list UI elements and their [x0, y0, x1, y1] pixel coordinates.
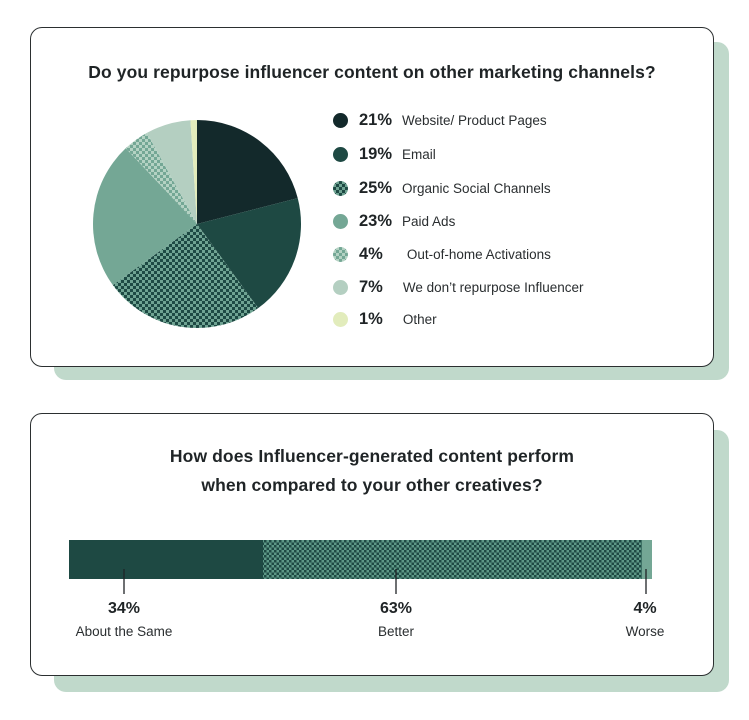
legend-label: Organic Social Channels — [402, 180, 551, 196]
legend-swatch-organic-social — [333, 180, 348, 196]
bar-pct: 4% — [633, 600, 657, 617]
legend-pct: 21% — [359, 110, 393, 129]
legend-label: We don’t repurpose Influencer — [402, 279, 584, 295]
pie-slice-website — [197, 120, 298, 224]
legend-swatch-dont-repurpose — [333, 279, 348, 295]
legend-pct: 25% — [359, 178, 393, 197]
pie-slice-email — [197, 198, 301, 309]
bar-category: About the Same — [75, 624, 173, 639]
legend-pct: 23% — [359, 211, 393, 230]
legend-item-email: 19% Email — [333, 144, 436, 164]
legend-label: Website/ Product Pages — [402, 112, 547, 128]
pie-slice-dont-repurpose — [146, 120, 197, 224]
performance-card: How does Influencer-generated content pe… — [30, 413, 714, 676]
repurpose-title: Do you repurpose influencer content on o… — [88, 62, 656, 82]
legend-swatch-out-of-home — [333, 246, 348, 262]
bar-segment-about-same — [69, 540, 263, 579]
repurpose-pie-chart — [93, 120, 301, 328]
pie-slice-out-of-home — [125, 132, 197, 224]
legend-label: Other — [402, 311, 437, 327]
bar-segment-better — [263, 540, 642, 579]
legend-item-dont-repurpose: 7% We don’t repurpose Influencer — [333, 277, 583, 297]
legend-label: Paid Ads — [402, 213, 456, 229]
legend-item-paid-ads: 23% Paid Ads — [333, 211, 455, 231]
performance-stacked-bar — [69, 540, 652, 594]
bar-pct: 34% — [107, 600, 141, 617]
legend-swatch-paid-ads — [333, 213, 348, 229]
performance-title-line1: How does Influencer-generated content pe… — [169, 446, 575, 466]
legend-swatch-website — [333, 112, 348, 128]
legend-item-other: 1% Other — [333, 309, 437, 329]
performance-title-line2: when compared to your other creatives? — [201, 475, 543, 495]
bar-pct: 63% — [379, 600, 413, 617]
bar-segment-worse — [642, 540, 652, 579]
legend-item-organic-social: 25% Organic Social Channels — [333, 178, 551, 198]
bar-label-about-same: 34% About the Same — [54, 600, 194, 639]
legend-pct: 1% — [359, 309, 383, 328]
legend-swatch-other — [333, 311, 348, 327]
legend-pct: 4% — [359, 244, 383, 263]
pie-slice-other — [190, 120, 197, 224]
bar-label-worse: 4% Worse — [575, 600, 715, 639]
bar-label-better: 63% Better — [326, 600, 466, 639]
legend-item-out-of-home: 4% Out-of-home Activations — [333, 244, 551, 264]
legend-item-website: 21% Website/ Product Pages — [333, 110, 547, 130]
bar-category: Worse — [625, 624, 665, 639]
repurpose-card: Do you repurpose influencer content on o… — [30, 27, 714, 367]
legend-swatch-email — [333, 146, 348, 162]
pie-slice-paid-ads — [93, 148, 197, 286]
legend-pct: 19% — [359, 144, 393, 163]
pie-slice-organic-social — [112, 224, 259, 328]
legend-label: Email — [402, 146, 436, 162]
legend-label: Out-of-home Activations — [406, 246, 551, 262]
legend-pct: 7% — [359, 277, 383, 296]
bar-category: Better — [377, 624, 415, 639]
